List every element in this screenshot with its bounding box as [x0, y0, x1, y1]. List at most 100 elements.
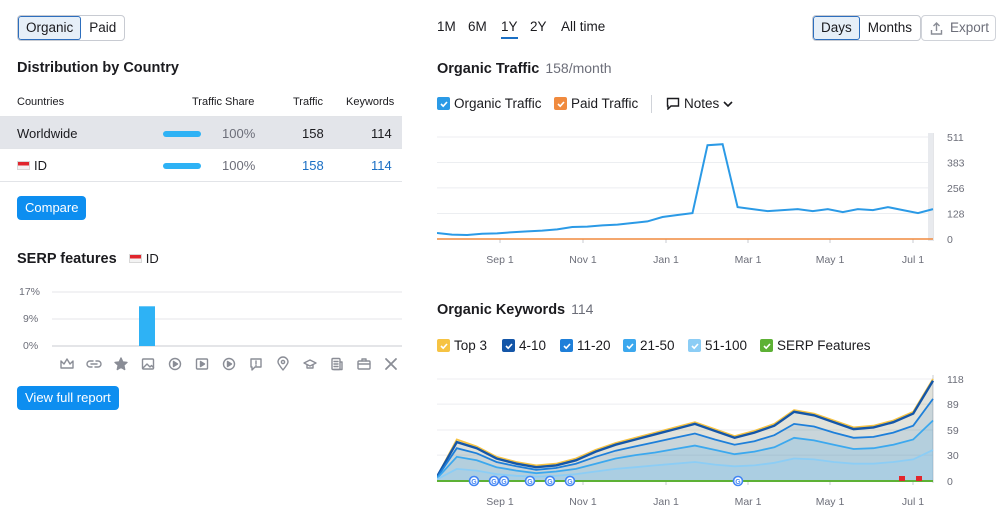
compare-button[interactable]: Compare [17, 196, 87, 220]
checkbox-checked-icon [437, 97, 450, 110]
checkbox-checked-icon [760, 339, 773, 352]
google-update-marker-icon[interactable] [524, 475, 536, 487]
view-full-report-button[interactable]: View full report [17, 386, 119, 410]
serp-y-tick-9: 9% [23, 313, 39, 325]
legend-11-20[interactable]: 11-20 [560, 338, 611, 353]
traffic-share-bar [163, 131, 201, 137]
y-tick-label: 30 [947, 450, 959, 462]
col-keywords[interactable]: Keywords [346, 96, 395, 108]
traffic-type-toggle[interactable]: Organic Paid [17, 15, 126, 41]
google-update-marker-icon[interactable] [488, 475, 500, 487]
y-tick-label: 0 [947, 234, 953, 246]
organic-keywords-chart: Sep 1 Nov 1 Jan 1 Mar 1 May 1 Jul 1 0 30 59 89 118… [437, 374, 964, 508]
export-icon [930, 22, 943, 35]
period-tab-2y[interactable]: 2Y [530, 19, 547, 34]
paid-toggle-option[interactable]: Paid [89, 20, 117, 35]
country-row-worldwide[interactable]: Worldwide 100% 158 114 [0, 116, 402, 149]
days-option[interactable]: Days [813, 16, 860, 40]
organic-toggle-option[interactable]: Organic [18, 16, 82, 40]
video-icon [195, 358, 209, 370]
x-tick-label: Jan 1 [653, 496, 679, 508]
y-tick-label: 118 [947, 374, 964, 386]
y-tick-label: 128 [947, 208, 965, 220]
col-countries[interactable]: Countries [17, 96, 65, 108]
organic-keywords-header: Organic Keywords 114 [437, 301, 593, 318]
legend-serp-features[interactable]: SERP Features [760, 338, 871, 353]
period-tab-1y[interactable]: 1Y [501, 19, 518, 39]
y-tick-label: 383 [947, 158, 965, 170]
legend-label: 4-10 [519, 338, 547, 353]
organic-traffic-subtitle: 158/month [545, 60, 612, 76]
play-icon [168, 357, 182, 371]
serp-bar-3[interactable] [139, 306, 155, 346]
serp-y-tick-0: 0% [23, 340, 39, 352]
article-icon [331, 357, 343, 371]
x-tick-label: Jan 1 [653, 254, 679, 266]
google-update-marker-label: G [567, 479, 573, 486]
keywords-link[interactable]: 114 [371, 158, 392, 173]
checkbox-checked-icon [560, 339, 573, 352]
organic-traffic-title: Organic Traffic [437, 61, 540, 77]
legend-top3[interactable]: Top 3 [437, 338, 487, 353]
x-tick-label: Jul 1 [902, 254, 924, 266]
legend-4-10[interactable]: 4-10 [502, 338, 546, 353]
export-button[interactable]: Export [921, 15, 996, 41]
note-flag-icon[interactable] [916, 476, 922, 481]
keywords-area [437, 398, 933, 481]
y-tick-label: 89 [947, 399, 959, 411]
briefcase-icon [357, 358, 371, 370]
y-tick-label: 256 [947, 183, 965, 195]
legend-paid-traffic[interactable]: Paid Traffic [554, 96, 638, 111]
legend-51-100[interactable]: 51-100 [688, 338, 747, 353]
organic-keywords-title: Organic Keywords [437, 302, 566, 318]
star-icon [114, 357, 128, 371]
keywords-area [437, 420, 933, 481]
country-cell: ID [17, 158, 47, 173]
keywords-area [437, 449, 933, 481]
google-update-marker-label: G [527, 479, 533, 486]
checkbox-checked-icon [554, 97, 567, 110]
months-option[interactable]: Months [867, 20, 913, 35]
period-tab-all-time[interactable]: All time [561, 19, 606, 34]
google-update-marker-icon[interactable] [468, 475, 480, 487]
google-update-marker-icon[interactable] [544, 475, 556, 487]
checkbox-checked-icon [437, 339, 450, 352]
legend-label: SERP Features [777, 338, 871, 353]
traffic-share-bar [163, 163, 201, 169]
x-tick-label: Mar 1 [735, 496, 762, 508]
keywords-value: 114 [371, 126, 392, 141]
x-tick-label: Sep 1 [486, 496, 514, 508]
export-label: Export [950, 20, 990, 35]
period-tab-1m[interactable]: 1M [437, 19, 456, 34]
country-row-id[interactable]: ID 100% 158 114 [0, 149, 402, 182]
keywords-area [437, 379, 933, 481]
play-circle-icon [222, 357, 236, 371]
col-traffic[interactable]: Traffic [293, 96, 323, 108]
google-update-marker-icon[interactable] [732, 475, 744, 487]
legend-organic-traffic[interactable]: Organic Traffic [437, 96, 542, 111]
period-tab-6m[interactable]: 6M [468, 19, 487, 34]
organic-traffic-header: Organic Traffic 158/month [437, 60, 612, 77]
legend-label: 51-100 [705, 338, 748, 353]
note-flag-icon[interactable] [899, 476, 905, 481]
traffic-link[interactable]: 158 [302, 158, 324, 173]
country-table-header: Countries Traffic Share Traffic Keywords [17, 96, 402, 116]
distribution-title: Distribution by Country [17, 60, 179, 76]
legend-21-50[interactable]: 21-50 [623, 338, 675, 353]
keywords-line [437, 419, 934, 480]
google-update-marker-icon[interactable] [498, 475, 510, 487]
pin-icon [277, 356, 289, 371]
notes-dropdown[interactable]: Notes [666, 96, 733, 111]
country-name: Worldwide [17, 126, 78, 141]
granularity-toggle[interactable]: Days Months [812, 15, 922, 41]
keywords-line [437, 380, 935, 478]
col-traffic-share[interactable]: Traffic Share [192, 96, 255, 108]
x-icon [385, 358, 397, 370]
legend-label: 21-50 [640, 338, 675, 353]
legend-divider [651, 95, 652, 113]
google-update-marker-label: G [471, 479, 477, 486]
checkbox-checked-icon [502, 339, 515, 352]
google-update-marker-icon[interactable] [564, 475, 576, 487]
serp-features-title: SERP features ID [17, 251, 159, 267]
image-icon [141, 358, 155, 370]
